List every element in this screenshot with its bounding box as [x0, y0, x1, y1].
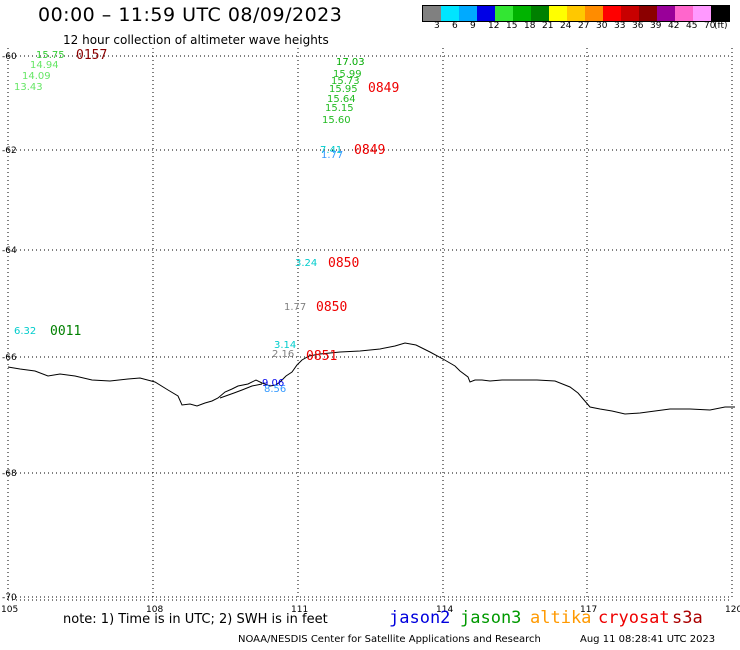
pass-time-label: 0851 — [306, 349, 338, 364]
latitude-label: -62 — [2, 146, 17, 156]
scale-label: 6 — [452, 21, 458, 31]
scale-label: 3 — [434, 21, 440, 31]
color-scale-labels: 3 6 9 12 15 18 21 24 27 30 33 36 39 42 45 70 (ft) — [422, 21, 740, 35]
color-scale-bar — [422, 5, 730, 22]
latitude-label: -70 — [2, 593, 17, 603]
wave-height-value: 8.56 — [264, 384, 287, 395]
latitude-label: -60 — [2, 52, 17, 62]
coastline — [7, 342, 735, 415]
scale-label: 9 — [470, 21, 476, 31]
scale-swatch — [639, 6, 657, 21]
footnote: note: 1) Time is in UTC; 2) SWH is in fe… — [63, 612, 328, 627]
scale-swatch — [603, 6, 621, 21]
coastline-inlet — [219, 383, 263, 399]
longitude-label: 120 — [725, 605, 740, 615]
longitude-label: 117 — [580, 605, 597, 615]
scale-swatch — [711, 6, 729, 21]
wave-height-value: 15.73 — [331, 76, 360, 87]
longitude-label: 114 — [436, 605, 453, 615]
scale-swatch — [459, 6, 477, 21]
pass-time-label: 0011 — [50, 324, 82, 339]
chart-subtitle: 12 hour collection of altimeter wave hei… — [63, 33, 329, 47]
satellite-legend-item: s3a — [672, 608, 703, 628]
pass-time-label: 0849 — [354, 143, 386, 158]
scale-label: 21 — [542, 21, 554, 31]
scale-swatch — [441, 6, 459, 21]
latitude-label: -68 — [2, 469, 17, 479]
satellite-legend-item: cryosat — [598, 608, 670, 628]
wave-height-value: 1.77 — [284, 302, 307, 313]
scale-label: 36 — [632, 21, 644, 31]
wave-height-value: 3.24 — [295, 258, 318, 269]
wave-height-value: 7.41 — [320, 145, 343, 156]
generated-timestamp: Aug 11 08:28:41 UTC 2023 — [580, 634, 716, 645]
wave-height-value: 2.16 — [272, 349, 295, 360]
credit-line: NOAA/NESDIS Center for Satellite Applica… — [238, 634, 541, 645]
scale-swatch — [549, 6, 567, 21]
satellite-legend-item: altika — [530, 608, 592, 628]
chart-title: 00:00 – 11:59 UTC 08/09/2023 — [38, 4, 343, 26]
scale-swatch — [495, 6, 513, 21]
longitude-label: 105 — [1, 605, 18, 615]
scale-swatch — [585, 6, 603, 21]
wave-height-value: 14.09 — [22, 71, 51, 82]
scale-label: 24 — [560, 21, 572, 31]
wave-height-value: 15.15 — [325, 103, 354, 114]
scale-swatch — [675, 6, 693, 21]
scale-label: 27 — [578, 21, 590, 31]
scale-label: 45 — [686, 21, 698, 31]
scale-label: 30 — [596, 21, 608, 31]
scale-swatch — [621, 6, 639, 21]
pass-time-label: 0157 — [76, 48, 108, 63]
wave-height-value: 3.14 — [274, 340, 297, 351]
wave-height-value: 15.75 — [36, 50, 65, 61]
scale-swatch — [657, 6, 675, 21]
scale-swatch — [477, 6, 495, 21]
pass-time-label: 0849 — [368, 81, 400, 96]
scale-swatch — [513, 6, 531, 21]
satellite-legend-item: jason2 — [389, 608, 451, 628]
scale-swatch — [531, 6, 549, 21]
scale-swatch — [567, 6, 585, 21]
wave-height-value: 15.99 — [333, 69, 362, 80]
wave-height-value: 15.60 — [322, 115, 351, 126]
scale-label: 12 — [488, 21, 500, 31]
scale-label: 70 — [704, 21, 716, 31]
wave-height-value: 17.03 — [336, 57, 365, 68]
satellite-legend-item: jason3 — [460, 608, 522, 628]
scale-label: (ft) — [714, 21, 728, 31]
scale-swatch — [423, 6, 441, 21]
lat-lon-grid: -60 -62 -64 -66 -68 -70 105 108 111 114 117 120 — [1, 48, 740, 615]
scale-label: 42 — [668, 21, 680, 31]
wave-height-value: 6.32 — [14, 326, 37, 337]
latitude-label: -64 — [2, 246, 17, 256]
wave-height-value: 15.95 — [329, 84, 358, 95]
scale-label: 18 — [524, 21, 536, 31]
longitude-label: 111 — [291, 605, 308, 615]
wave-height-value: 15.64 — [327, 94, 356, 105]
scale-label: 33 — [614, 21, 626, 31]
scale-swatch — [693, 6, 711, 21]
wave-height-value: 1.77 — [321, 150, 344, 161]
scale-label: 39 — [650, 21, 662, 31]
wave-height-value: 14.94 — [30, 60, 59, 71]
latitude-label: -66 — [2, 353, 17, 363]
pass-time-label: 0850 — [328, 256, 360, 271]
longitude-label: 108 — [146, 605, 163, 615]
wave-height-value: 9.06 — [262, 378, 285, 389]
wave-height-value: 13.43 — [14, 82, 43, 93]
pass-time-label: 0850 — [316, 300, 348, 315]
scale-label: 15 — [506, 21, 518, 31]
